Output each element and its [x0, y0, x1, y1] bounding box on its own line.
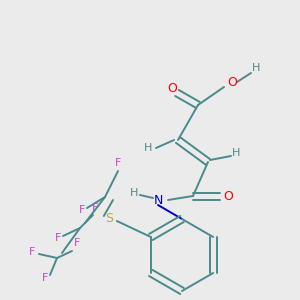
Text: O: O: [223, 190, 233, 202]
Text: H: H: [232, 148, 240, 158]
Text: S: S: [105, 212, 113, 226]
Text: F: F: [74, 238, 80, 248]
Text: O: O: [227, 76, 237, 88]
Text: F: F: [29, 247, 35, 257]
Text: N: N: [153, 194, 163, 206]
Text: F: F: [55, 233, 61, 243]
Text: F: F: [42, 273, 48, 283]
Text: H: H: [144, 143, 152, 153]
Text: F: F: [92, 203, 98, 213]
Text: H: H: [252, 63, 260, 73]
Text: H: H: [130, 188, 138, 198]
Text: F: F: [79, 205, 85, 215]
Text: F: F: [115, 158, 121, 168]
Text: O: O: [167, 82, 177, 94]
